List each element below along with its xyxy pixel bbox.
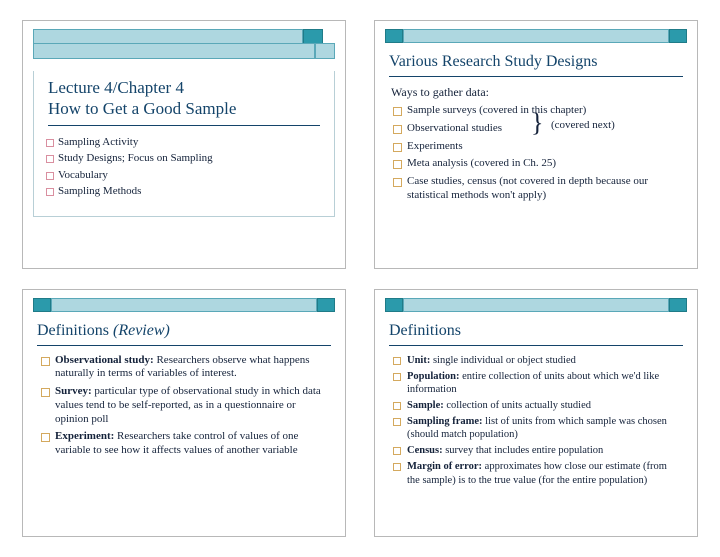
slide-title: Definitions (Review)	[33, 322, 335, 343]
slide-3: Definitions (Review) Observational study…	[22, 289, 346, 538]
def: survey that includes entire population	[443, 445, 604, 456]
lead-text: Ways to gather data:	[391, 85, 681, 100]
decorative-bar	[385, 298, 687, 312]
title-suffix: (Review)	[113, 322, 170, 339]
def: single individual or object studied	[430, 355, 576, 366]
slide-4: Definitions Unit: single individual or o…	[374, 289, 698, 538]
list-item: Study Designs; Focus on Sampling	[46, 150, 318, 167]
list-item: Experiment: Researchers take control of …	[39, 430, 329, 458]
decorative-bar	[33, 298, 335, 312]
title-line-1: Lecture 4/Chapter 4	[48, 78, 184, 97]
title-line-2: How to Get a Good Sample	[48, 99, 236, 118]
definitions-list: Unit: single individual or object studie…	[391, 354, 681, 487]
term: Sampling frame:	[407, 416, 483, 427]
slide-1: Lecture 4/Chapter 4 How to Get a Good Sa…	[22, 20, 346, 269]
list-item: Unit: single individual or object studie…	[391, 354, 681, 367]
list-item: Sample: collection of units actually stu…	[391, 399, 681, 412]
list-item: Experiments	[391, 140, 681, 154]
agenda-list: Sampling Activity Study Designs; Focus o…	[44, 134, 324, 200]
def: collection of units actually studied	[444, 400, 591, 411]
title-rule	[48, 125, 320, 126]
list-item: Sampling Methods	[46, 183, 318, 200]
title-rule	[389, 345, 683, 346]
slide-inner: Lecture 4/Chapter 4 How to Get a Good Sa…	[33, 71, 335, 217]
list-item: Population: entire collection of units a…	[391, 370, 681, 396]
slide-content: Ways to gather data: Sample surveys (cov…	[385, 85, 687, 203]
term: Census:	[407, 445, 443, 456]
list-item: Sampling frame: list of units from which…	[391, 415, 681, 441]
title-main: Definitions	[37, 322, 109, 339]
term: Margin of error:	[407, 461, 482, 472]
title-rule	[37, 345, 331, 346]
decorative-bar	[385, 29, 687, 43]
list-item: Margin of error: approximates how close …	[391, 460, 681, 486]
slide-title: Lecture 4/Chapter 4 How to Get a Good Sa…	[44, 77, 324, 123]
term: Survey:	[55, 385, 92, 397]
slide-content: Observational study: Researchers observe…	[33, 354, 335, 458]
slide-2: Various Research Study Designs Ways to g…	[374, 20, 698, 269]
term: Observational study:	[55, 354, 154, 366]
list-item: Vocabulary	[46, 167, 318, 184]
term: Sample:	[407, 400, 444, 411]
slide-title: Definitions	[385, 322, 687, 343]
term: Population:	[407, 371, 460, 382]
slide-title: Various Research Study Designs	[385, 53, 687, 74]
list-item: Case studies, census (not covered in dep…	[391, 175, 681, 203]
title-rule	[389, 76, 683, 77]
list-item: Meta analysis (covered in Ch. 25)	[391, 157, 681, 171]
list-item: Observational study: Researchers observe…	[39, 354, 329, 382]
term: Experiment:	[55, 430, 114, 442]
definitions-list: Observational study: Researchers observe…	[39, 354, 329, 458]
brace-note: (covered next)	[551, 119, 615, 131]
brace-icon: }	[531, 113, 543, 134]
def: particular type of observational study i…	[55, 385, 321, 425]
list-item: Sampling Activity	[46, 134, 318, 151]
slide-content: Unit: single individual or object studie…	[385, 354, 687, 487]
list-item: Survey: particular type of observational…	[39, 385, 329, 426]
term: Unit:	[407, 355, 430, 366]
list-item: Census: survey that includes entire popu…	[391, 444, 681, 457]
decorative-bar	[33, 29, 335, 57]
